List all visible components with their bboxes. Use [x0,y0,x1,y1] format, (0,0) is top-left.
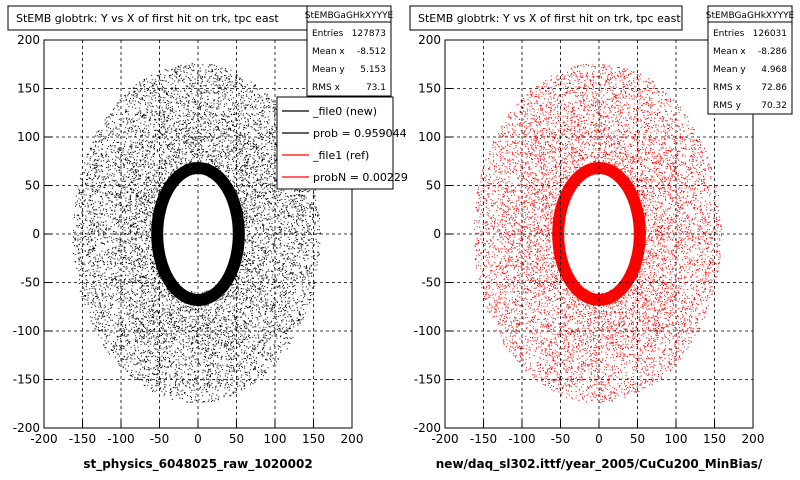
stats-label: Mean x [312,47,345,57]
chart-title: StEMB globtrk: Y vs X of first hit on tr… [16,12,279,25]
stats-label: Mean y [312,65,345,75]
x-tick-label: -200 [30,432,57,446]
y-tick-label: -50 [20,276,40,290]
y-tick-label: 50 [426,179,441,193]
grid [44,40,352,428]
x-tick-label: 50 [630,432,645,446]
x-tick-label: 50 [229,432,244,446]
title-box [409,5,683,31]
y-tick-label: 0 [32,227,40,241]
x-tick-label: 150 [703,432,726,446]
legend-entry: _file0 (new) [312,105,377,118]
x-tick-label: -50 [551,432,571,446]
stats-value: 127873 [352,29,386,39]
y-tick-label: 150 [418,82,441,96]
legend-entry: probN = 0.00229 [313,171,408,184]
x-tick-label: 200 [742,432,765,446]
stats-value: 72.86 [761,83,787,93]
y-tick-label: -150 [13,373,40,387]
y-tick-label: 100 [17,130,40,144]
stats-label: Mean x [713,47,746,57]
x-tick-label: 150 [302,432,325,446]
y-tick-label: -100 [13,324,40,338]
stats-label: Entries [713,29,745,39]
stats-box: StEMBGaGHkXYYYE Entries 126031 Mean x -8.286… [706,5,795,115]
x-tick-label: 0 [595,432,603,446]
stats-label: Entries [312,29,344,39]
stats-value: 73.1 [366,83,386,93]
scatter-points [72,62,321,404]
title-box [7,5,309,31]
legend-entry: _file1 (ref) [312,149,369,162]
stats-label: RMS x [312,83,341,93]
stats-label: RMS y [713,101,742,111]
x-tick-label: -100 [508,432,535,446]
stats-value: 4.968 [761,65,787,75]
stats-title: StEMBGaGHkXYYYE [706,11,795,21]
y-tick-label: -100 [414,324,441,338]
x-tick-label: 100 [665,432,688,446]
x-tick-label: -200 [431,432,458,446]
x-tick-label: -50 [150,432,170,446]
x-tick-labels: -200 -150 -100 -50 0 50 100 150 200 [30,420,363,446]
stats-value: -8.512 [357,47,386,57]
stats-label: Mean y [713,65,746,75]
stats-value: 126031 [753,29,787,39]
legend-entry: prob = 0.959044 [313,127,407,140]
y-tick-label: 100 [418,130,441,144]
y-tick-label: 150 [17,82,40,96]
y-tick-label: -150 [414,373,441,387]
x-axis-title: new/daq_sl302.ittf/year_2005/CuCu200_Min… [436,457,763,472]
x-tick-label: 100 [264,432,287,446]
y-tick-label: 200 [418,33,441,47]
chart-1: -200 -150 -100 -50 0 50 100 150 200-200-150-100-… [7,5,408,472]
x-tick-label: -100 [107,432,134,446]
chart-title: StEMB globtrk: Y vs X of first hit on tr… [418,12,681,25]
legend: _file0 (new) prob = 0.959044 _file1 (ref) p… [276,96,408,190]
stats-value: -8.286 [758,47,787,57]
x-tick-label: 0 [194,432,202,446]
stats-value: 70.32 [761,101,787,111]
y-tick-labels: -200 -150 -100 -50 0 50 100 150 200 [13,33,52,435]
y-tick-label: -200 [414,421,441,435]
chart-2: -200 -150 -100 -50 0 50 100 150 200-200-150-100-… [409,5,795,472]
x-tick-label: -150 [470,432,497,446]
y-tick-labels: -200 -150 -100 -50 0 50 100 150 200 [414,33,453,435]
stats-value: 5.153 [360,65,386,75]
x-tick-label: 200 [341,432,364,446]
x-tick-labels: -200 -150 -100 -50 0 50 100 150 200 [431,420,764,446]
y-tick-label: -200 [13,421,40,435]
stats-box: StEMBGaGHkXYYYE Entries 127873 Mean x -8.512… [305,5,394,97]
scatter-dots [72,62,321,404]
x-tick-label: -150 [69,432,96,446]
y-tick-label: -50 [421,276,441,290]
y-tick-label: 50 [25,179,40,193]
grid [445,40,753,428]
x-axis-title: st_physics_6048025_raw_1020002 [83,457,312,472]
y-tick-label: 0 [433,227,441,241]
y-tick-label: 200 [17,33,40,47]
stats-label: RMS x [713,83,742,93]
stats-title: StEMBGaGHkXYYYE [305,11,394,21]
